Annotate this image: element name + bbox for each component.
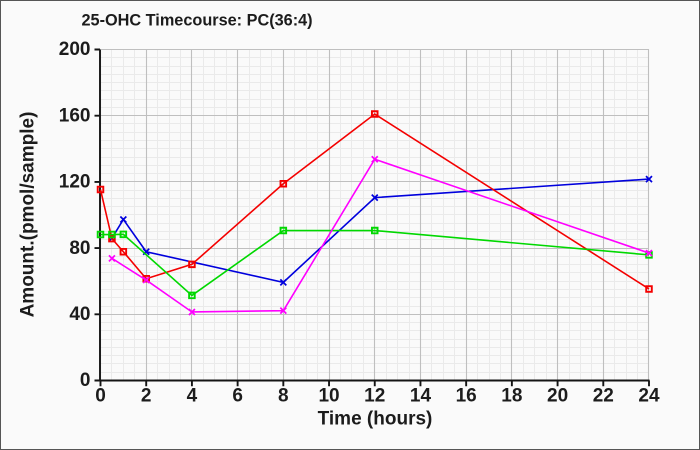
svg-text:18: 18 <box>501 385 522 406</box>
svg-text:25-OHC Timecourse: PC(36:4): 25-OHC Timecourse: PC(36:4) <box>82 10 313 29</box>
svg-text:120: 120 <box>59 172 91 193</box>
svg-text:14: 14 <box>410 385 432 406</box>
svg-text:16: 16 <box>456 385 477 406</box>
svg-text:6: 6 <box>232 385 243 406</box>
svg-text:22: 22 <box>593 385 614 406</box>
svg-text:0: 0 <box>95 385 106 406</box>
svg-text:200: 200 <box>59 39 91 60</box>
svg-text:24: 24 <box>638 385 660 406</box>
svg-text:Time (hours): Time (hours) <box>318 408 433 429</box>
svg-text:2: 2 <box>141 385 152 406</box>
svg-text:Amount.(pmol/sample): Amount.(pmol/sample) <box>18 112 39 318</box>
svg-text:4: 4 <box>187 385 198 406</box>
svg-text:160: 160 <box>59 105 91 126</box>
svg-text:12: 12 <box>364 385 385 406</box>
svg-text:10: 10 <box>318 385 339 406</box>
svg-text:20: 20 <box>547 385 568 406</box>
svg-text:0: 0 <box>80 370 91 391</box>
svg-text:8: 8 <box>278 385 289 406</box>
svg-text:80: 80 <box>69 238 90 259</box>
svg-text:40: 40 <box>69 304 90 325</box>
